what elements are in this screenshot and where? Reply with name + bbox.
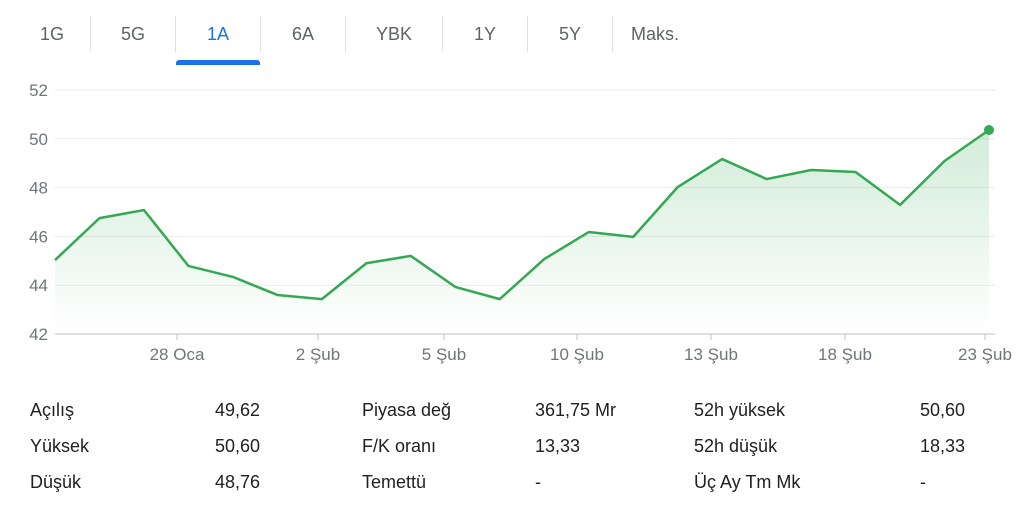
stat-value: 361,75 Mr — [535, 400, 617, 420]
tab-5g[interactable]: 5G — [91, 16, 176, 52]
y-tick-label: 46 — [29, 227, 48, 246]
stat-value: 50,60 — [920, 400, 966, 420]
stat-value: 13,33 — [535, 436, 581, 456]
stat-label: Düşük — [30, 472, 82, 492]
stat-label: Temettü — [362, 472, 427, 492]
range-tabs: 1G 5G 1A 6A YBK 1Y 5Y Maks. — [14, 14, 697, 65]
y-tick-label: 42 — [29, 325, 48, 344]
tab-1g[interactable]: 1G — [14, 16, 91, 52]
stat-label: Açılış — [30, 400, 75, 420]
stat-value: - — [535, 472, 541, 492]
x-tick-label: 23 Şub — [958, 345, 1012, 364]
x-tick-label: 28 Oca — [150, 345, 205, 364]
x-tick-label: 2 Şub — [296, 345, 340, 364]
stat-label: F/K oranı — [362, 436, 437, 456]
stat-value: - — [920, 472, 926, 492]
y-tick-label: 52 — [29, 81, 48, 100]
y-tick-label: 44 — [29, 276, 48, 295]
x-tick-label: 5 Şub — [422, 345, 466, 364]
stat-value: 49,62 — [215, 400, 261, 420]
tab-1a[interactable]: 1A — [176, 16, 261, 65]
price-line — [54, 128, 990, 301]
data-point — [984, 125, 994, 136]
stat-value: 18,33 — [920, 436, 966, 456]
area-fill — [55, 130, 989, 334]
stat-value: 48,76 — [215, 472, 261, 492]
x-tick-label: 10 Şub — [550, 345, 604, 364]
x-tick-label: 18 Şub — [818, 345, 872, 364]
stat-label: Üç Ay Tm Mk — [694, 472, 801, 492]
tab-maks[interactable]: Maks. — [630, 23, 679, 44]
tab-ybk[interactable]: YBK — [346, 16, 443, 52]
x-tick-label: 13 Şub — [684, 345, 738, 364]
stat-label: Yüksek — [30, 436, 90, 456]
y-tick-label: 48 — [29, 179, 48, 198]
stat-value: 50,60 — [215, 436, 261, 456]
stat-label: Piyasa değ — [362, 400, 452, 420]
price-chart: 52 50 48 46 44 42 28 Oca 2 Şub 5 Şub 10 Şub 13 Şub… — [29, 81, 1012, 364]
y-tick-label: 50 — [29, 130, 48, 149]
tab-1y[interactable]: 1Y — [443, 16, 528, 52]
stat-label: 52h düşük — [694, 436, 778, 456]
tab-6a[interactable]: 6A — [261, 16, 346, 52]
tab-5y[interactable]: 5Y — [528, 16, 613, 52]
stat-label: 52h yüksek — [694, 400, 786, 420]
